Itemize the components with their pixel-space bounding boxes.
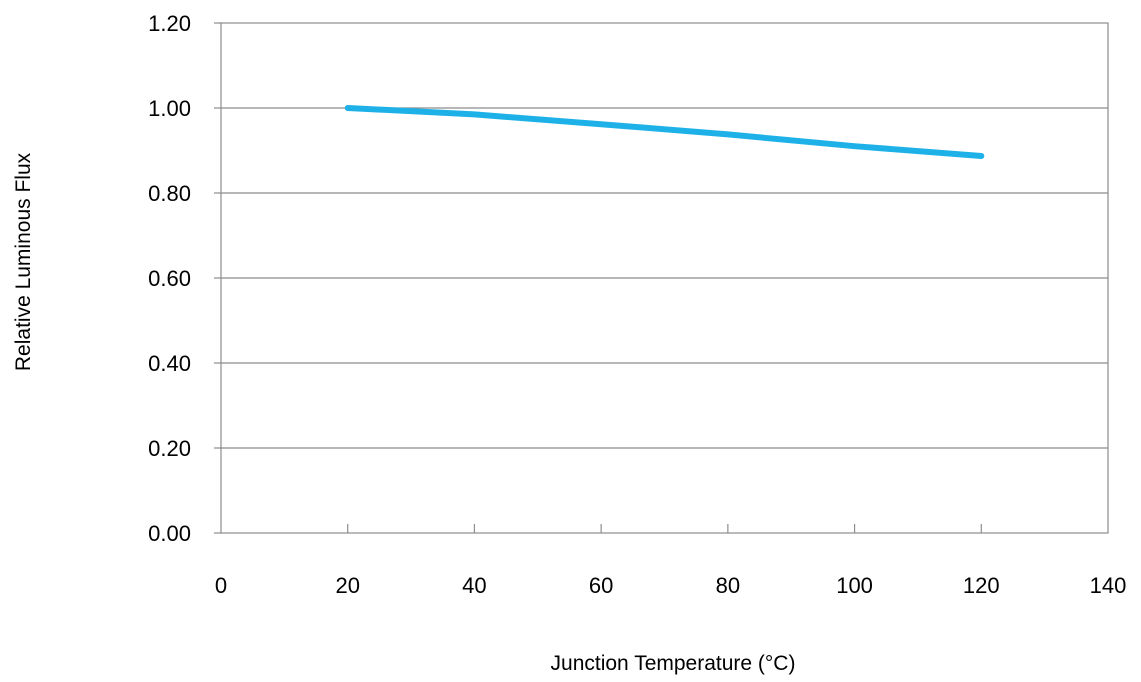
x-tick-label: 60	[589, 573, 613, 598]
y-tick-label: 1.00	[148, 96, 191, 121]
x-tick-label: 20	[335, 573, 359, 598]
y-tick-label: 0.40	[148, 351, 191, 376]
y-axis-title: Relative Luminous Flux	[12, 152, 35, 371]
y-tick-label: 0.20	[148, 436, 191, 461]
x-tick-label: 0	[215, 573, 227, 598]
x-tick-label: 120	[963, 573, 1000, 598]
series-lines	[344, 105, 985, 159]
y-tick-label: 0.00	[148, 521, 191, 546]
x-tick-label: 40	[462, 573, 486, 598]
x-tick-labels: 0 20 40 60 80 100 120 140	[215, 573, 1126, 598]
y-tick-labels: 0.00 0.20 0.40 0.60 0.80 1.00 1.20	[148, 11, 191, 546]
series-line-0	[344, 105, 985, 159]
x-tick-label: 140	[1090, 573, 1127, 598]
x-axis-title: Junction Temperature (°C)	[551, 652, 796, 675]
x-ticks	[347, 524, 982, 533]
x-tick-label: 80	[716, 573, 740, 598]
y-tick-label: 0.60	[148, 266, 191, 291]
y-tick-label: 0.80	[148, 181, 191, 206]
x-tick-label: 100	[836, 573, 873, 598]
y-tick-label: 1.20	[148, 11, 191, 36]
